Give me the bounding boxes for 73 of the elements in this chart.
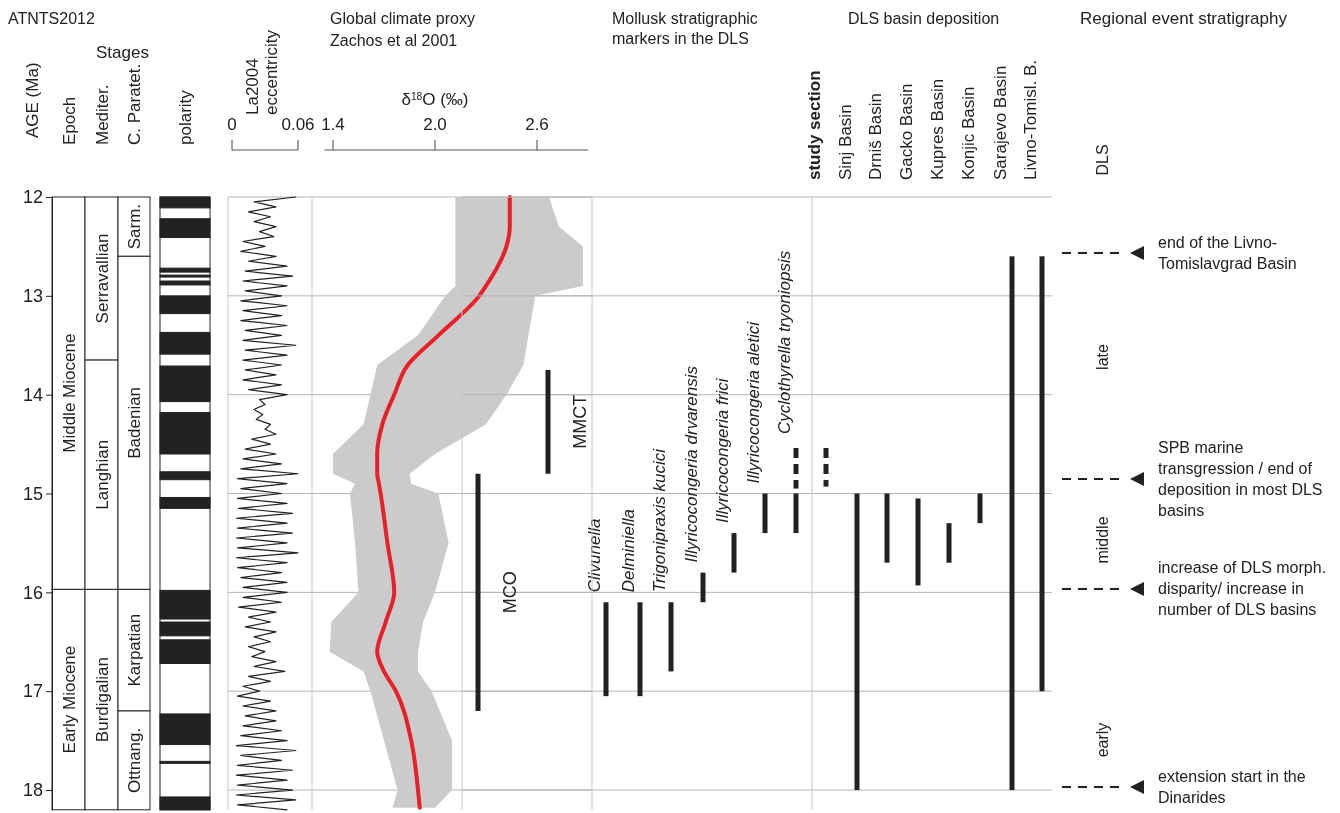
x-tick-label: Delminiella: [619, 509, 638, 593]
x-tick-label: Drniš Basin: [866, 93, 885, 180]
x-tick-label: Kupres Basin: [928, 78, 947, 180]
x-tick-label: Cyclothyrella tryoniopsis: [775, 250, 794, 435]
y-axis-title: AGE (Ma): [23, 62, 42, 138]
data-label: Langhian: [92, 439, 112, 510]
chart-subtitle: Zachos et al 2001: [330, 32, 458, 49]
bar: [1009, 256, 1015, 791]
bar: [977, 493, 983, 524]
x-tick-label: MCO: [500, 571, 520, 614]
text: SPB marine transgression / end of deposition in most DLS basins: [1158, 438, 1323, 519]
chart-title: Global climate proxy: [330, 10, 475, 27]
bar: [1039, 256, 1045, 692]
x-tick-label: Sarajevo Basin: [991, 65, 1010, 180]
data-label: Serravallian: [92, 233, 112, 324]
x-tick-label: 1.4: [321, 115, 345, 134]
data-label: Early Miocene: [59, 645, 79, 754]
y-tick-label: 17: [22, 681, 43, 702]
bar: [793, 493, 799, 534]
chart-title: La2004 eccentricity: [243, 29, 281, 115]
text: Regional event stratigraphy: [1080, 9, 1288, 28]
x-tick-label: MMCT: [570, 394, 590, 449]
chart-title: Mollusk stratigraphic markers in the DLS: [612, 10, 758, 47]
y-tick-label: 14: [22, 384, 43, 405]
text: middle: [1094, 516, 1111, 564]
bar: [700, 572, 706, 603]
bar: [946, 523, 952, 563]
bar: [668, 602, 674, 672]
x-tick-label: Epoch: [59, 96, 79, 145]
x-tick-label: study section: [805, 70, 824, 180]
text: end of the Livno-Tomislavgrad Basin: [1158, 233, 1297, 272]
x-tick-label: Illyricocongeria frici: [713, 377, 732, 524]
text: early: [1094, 722, 1111, 758]
x-tick-label: C. Paratet.: [125, 63, 144, 145]
x-tick-label: 0.06: [281, 115, 315, 134]
data-label: Burdigalian: [92, 657, 112, 743]
text: extension start in the Dinarides: [1158, 767, 1306, 806]
y-tick-label: 12: [22, 187, 43, 208]
data-label: Middle Miocene: [59, 333, 79, 453]
bar: [731, 533, 737, 573]
x-axis-title: δ$^{18}$O (‰): [401, 90, 469, 109]
x-tick-label: polarity: [176, 89, 195, 145]
bar: [915, 498, 921, 586]
y-tick-label: 18: [22, 780, 43, 801]
text: DLS: [1094, 144, 1111, 176]
y-tick-label: 13: [22, 286, 43, 307]
x-tick-label: Trigonipraxis kucici: [650, 447, 669, 593]
y-tick-label: 16: [22, 582, 43, 603]
chart-title: DLS basin deposition: [848, 10, 1000, 27]
x-tick-label: Gacko Basin: [897, 83, 916, 180]
x-tick-label: Illyricocongeria drvarensis: [682, 365, 701, 563]
x-tick-label: Illyricocongeria aletici: [744, 320, 763, 484]
x-tick-label: Clivunella: [585, 518, 604, 593]
x-tick-label: Livno-Tomisl. B.: [1021, 60, 1040, 180]
x-tick-label: 2.0: [423, 115, 447, 134]
data-label: Karpatian: [125, 613, 144, 687]
text: Stages: [96, 43, 149, 62]
data-label: Ottnang.: [125, 727, 144, 793]
chart-title: ATNTS2012: [8, 10, 95, 27]
x-tick-label: Mediter.: [92, 84, 112, 145]
x-tick-label: Sinj Basin: [836, 104, 855, 180]
text: late: [1094, 344, 1111, 370]
bar: [762, 493, 768, 534]
data-label: Sarm.: [125, 203, 144, 250]
bar: [637, 602, 643, 697]
x-tick-label: 2.6: [525, 115, 549, 134]
text: increase of DLS morph. disparity/ increase in number of DLS basins: [1158, 559, 1327, 618]
bar: [884, 493, 890, 563]
bar: [854, 493, 860, 791]
x-tick-label: Konjic Basin: [959, 86, 978, 180]
y-tick-label: 15: [22, 483, 43, 504]
x-tick-label: 0: [227, 115, 237, 134]
data-label: Badenian: [125, 386, 144, 459]
